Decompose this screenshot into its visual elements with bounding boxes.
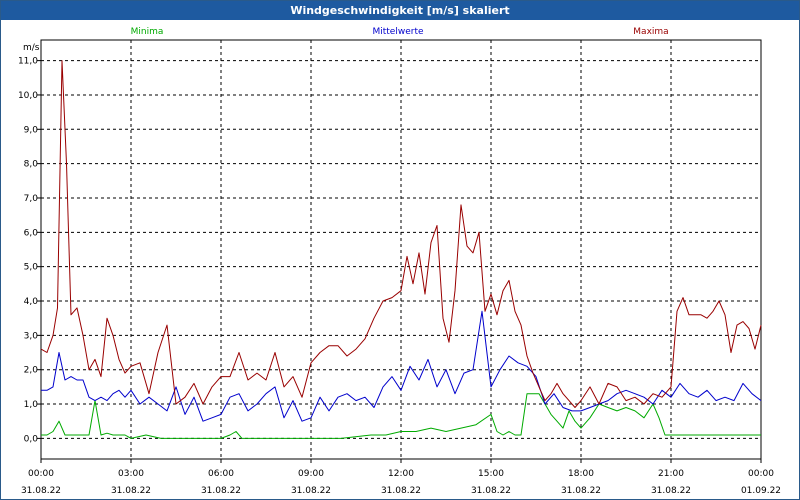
series-line-minima (41, 393, 761, 439)
x-tick-time-label: 00:00 (28, 469, 54, 479)
y-tick-label: 9,0 (24, 125, 39, 135)
y-tick-label: 8,0 (24, 160, 39, 170)
x-tick-date-label: 31.08.22 (201, 486, 241, 496)
y-tick-label: 0,0 (24, 434, 39, 444)
x-tick-date-label: 31.08.22 (291, 486, 331, 496)
x-tick-time-label: 00:00 (748, 469, 774, 479)
x-tick-date-label: 31.08.22 (111, 486, 151, 496)
x-tick-date-label: 31.08.22 (381, 486, 421, 496)
y-tick-label: 4,0 (24, 297, 39, 307)
y-axis-unit-label: m/s (23, 43, 40, 53)
y-tick-label: 11,0 (18, 57, 38, 67)
x-tick-time-label: 12:00 (388, 469, 414, 479)
x-tick-time-label: 15:00 (478, 469, 504, 479)
x-tick-time-label: 21:00 (658, 469, 684, 479)
x-tick-time-label: 09:00 (298, 469, 324, 479)
y-tick-label: 1,0 (24, 400, 39, 410)
y-tick-label: 2,0 (24, 366, 39, 376)
x-tick-time-label: 18:00 (568, 469, 594, 479)
x-tick-date-label: 31.08.22 (651, 486, 691, 496)
x-tick-date-label: 31.08.22 (471, 486, 511, 496)
x-tick-date-label: 01.09.22 (741, 486, 781, 496)
series-line-mittelwerte (41, 310, 762, 422)
legend-label-mittelwerte: Mittelwerte (372, 27, 423, 37)
chart-title: Windgeschwindigkeit [m/s] skaliert (1, 1, 799, 20)
series-line-maxima (40, 60, 762, 408)
legend-label-maxima: Maxima (633, 27, 668, 37)
legend-label-minima: Minima (131, 27, 164, 37)
x-tick-date-label: 31.08.22 (21, 486, 61, 496)
y-tick-label: 6,0 (24, 228, 39, 238)
y-tick-label: 3,0 (24, 331, 39, 341)
y-tick-label: 7,0 (24, 194, 39, 204)
x-tick-time-label: 03:00 (118, 469, 144, 479)
x-tick-time-label: 06:00 (208, 469, 234, 479)
x-tick-date-label: 31.08.22 (561, 486, 601, 496)
y-tick-label: 10,0 (18, 91, 38, 101)
y-tick-label: 5,0 (24, 263, 39, 273)
